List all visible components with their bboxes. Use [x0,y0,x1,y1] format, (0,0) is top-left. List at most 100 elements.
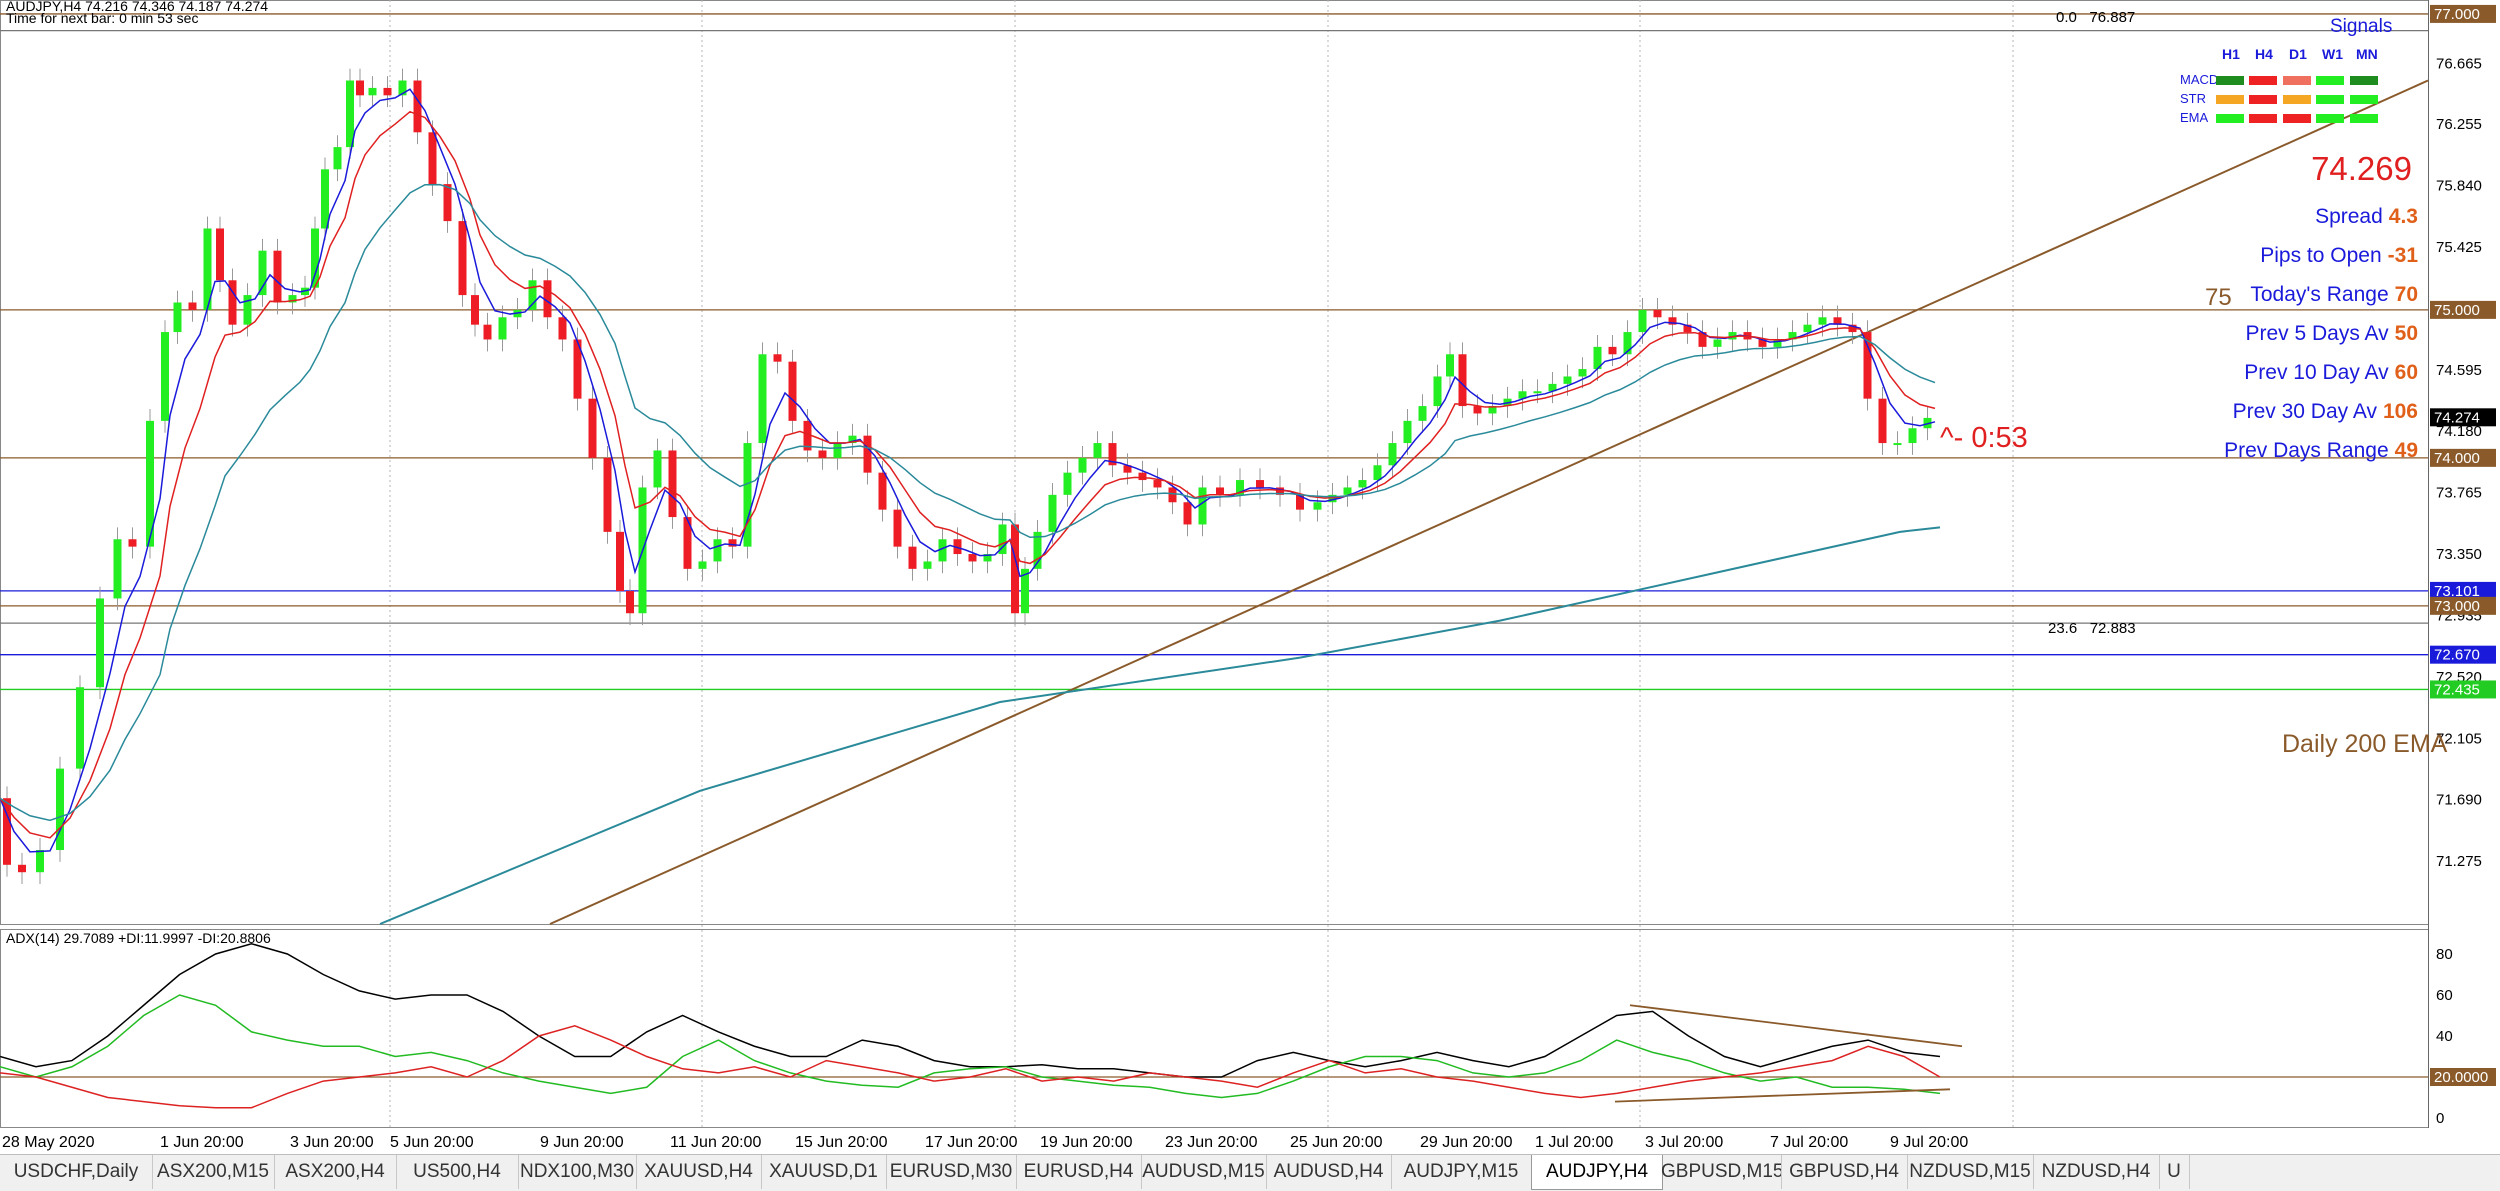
stat-value: 50 [2394,322,2418,345]
candle-body [683,517,692,569]
candle-body [1653,309,1662,318]
chart-tab[interactable]: USDCHF,Daily [0,1155,153,1189]
candle-body [1093,443,1102,458]
candle-body [383,87,392,96]
candle-body [833,443,842,458]
signal-row-label: EMA [2180,110,2209,125]
candle-body [243,295,252,325]
candle-body [1048,494,1057,532]
price-tag-label: 73.000 [2434,598,2480,615]
signal-cell [2316,114,2344,123]
candle-body [273,250,282,303]
candle-body [56,768,64,851]
price-axis-label: 71.275 [2436,853,2482,870]
signal-cell [2249,95,2277,104]
candle-body [698,561,707,569]
candle-body [893,509,902,547]
stat-label: Prev 30 Day Av [2232,400,2377,423]
chart-tab[interactable]: ASX200,H4 [274,1155,397,1189]
candle-body [1236,480,1244,495]
stat-value: 70 [2394,283,2418,306]
chart-tab[interactable]: AUDUSD,H4 [1266,1155,1392,1189]
price-axis-label: 76.255 [2436,116,2482,133]
chart-tab[interactable]: XAUUSD,H4 [636,1155,762,1189]
candle-body [588,398,597,458]
candle-body [1593,346,1602,370]
minus-di-line [0,1024,1941,1109]
time-axis-label: 15 Jun 20:00 [795,1134,888,1151]
chart-tab[interactable]: NDX100,M30 [518,1155,637,1189]
candle-body [1078,457,1087,473]
chart-tab[interactable]: US500,H4 [396,1155,519,1189]
range-marker: 75 [2205,284,2232,311]
candle-body [1343,487,1352,495]
candle-body [1108,443,1117,466]
time-axis-label: 1 Jun 20:00 [160,1134,244,1151]
price-axis-label: 74.595 [2436,362,2482,379]
chart-tab[interactable]: XAUUSD,D1 [761,1155,887,1189]
candle-body [96,598,104,688]
price-tag [2430,645,2496,664]
price-tag [2430,680,2496,699]
time-axis-label: 19 Jun 20:00 [1040,1134,1133,1151]
stat-label: Prev 10 Day Av [2244,361,2389,384]
price-tag [2430,4,2496,23]
candle-body [668,450,677,518]
chart-tab[interactable]: AUDUSD,M15 [1141,1155,1267,1189]
candle-body [1168,487,1177,503]
candle-body [788,361,797,421]
chart-tab[interactable]: AUDJPY,M15 [1391,1155,1532,1189]
candle-body [758,354,767,444]
candle-body [878,472,887,510]
time-axis-label: 5 Jun 20:00 [390,1134,474,1151]
ema-slow-line [0,183,1936,822]
chart-tab[interactable]: GBPUSD,M15 [1661,1155,1782,1189]
candle-body [1313,502,1322,510]
chart-tab[interactable]: EURUSD,H4 [1016,1155,1142,1189]
ema-fast-line [0,88,1936,853]
chart-tab-bar: USDCHF,Daily ASX200,M15 ASX200,H4 US500,H4 N… [0,1154,2500,1191]
candle-body [1296,494,1304,510]
candle-body [1668,317,1677,325]
time-axis-label: 3 Jun 20:00 [290,1134,374,1151]
price-axis-label: 76.665 [2436,55,2482,72]
chart-tab[interactable]: NZDUSD,H4 [2033,1155,2160,1189]
price-tag [2430,448,2496,467]
candle-body [173,302,182,333]
price-pane-frame [0,0,2429,925]
candle-body [1488,406,1497,414]
candle-body [258,250,267,296]
candle-body [1198,487,1207,525]
stat-row: Pips to Open -31 [2260,244,2418,268]
candle-body [713,539,722,562]
candle-body [528,280,537,310]
adx-trendline-upper [1629,1004,1963,1048]
chart-tab[interactable]: ASX200,M15 [152,1155,275,1189]
stat-label: Today's Range [2250,283,2389,306]
candle-body [1183,502,1192,525]
candle-body [1373,465,1382,481]
chart-tab[interactable]: U [2159,1155,2190,1189]
candle-body [1788,332,1797,340]
candle-body [1713,339,1722,347]
candle-body [1216,487,1224,495]
candle-body [413,80,422,133]
candle-body [1446,354,1454,377]
candle-body [321,169,329,229]
chart-tab[interactable]: NZDUSD,M15 [1907,1155,2034,1189]
candle-body [603,457,612,532]
time-axis-label: 25 Jun 20:00 [1290,1134,1383,1151]
candle-body [1608,346,1617,355]
chart-tab[interactable]: GBPUSD,H4 [1781,1155,1908,1189]
chart-tab[interactable]: EURUSD,M30 [886,1155,1017,1189]
stat-value: 60 [2394,361,2418,384]
candle-body [356,80,364,96]
time-axis-label: 29 Jun 20:00 [1420,1134,1513,1151]
signal-cell [2249,76,2277,85]
chart-tab[interactable]: AUDJPY,H4 [1531,1155,1663,1190]
stat-row: Today's Range 70 [2250,283,2418,307]
candle-body [1728,332,1737,340]
candle-body [743,443,752,547]
stat-value: -31 [2387,244,2418,267]
